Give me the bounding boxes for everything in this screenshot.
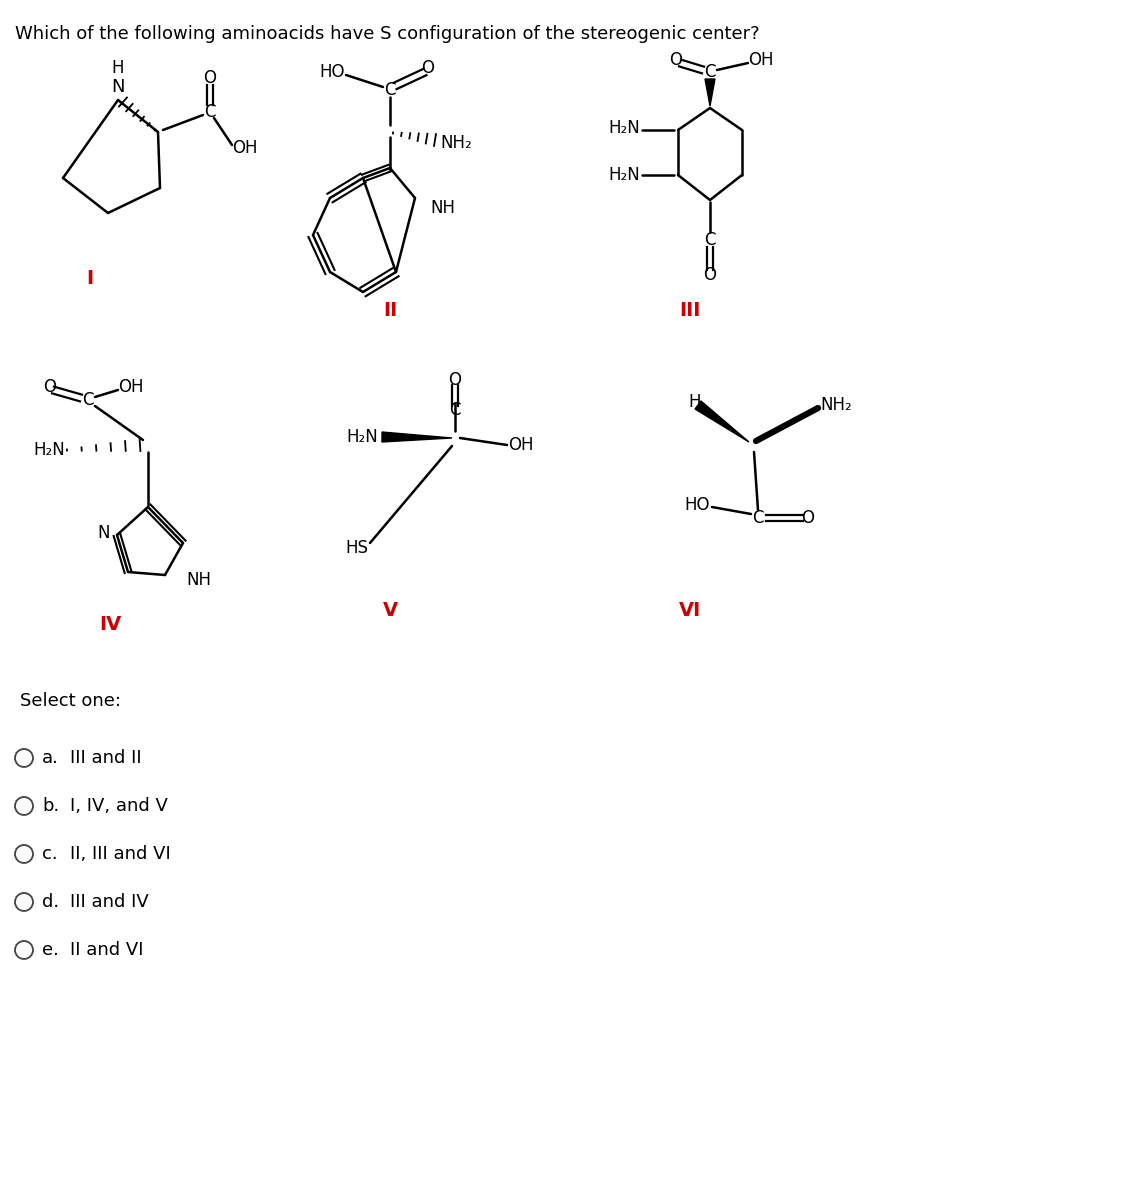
Text: NH₂: NH₂: [820, 396, 852, 414]
Text: III and II: III and II: [70, 749, 142, 767]
Text: IV: IV: [99, 616, 122, 635]
Polygon shape: [695, 401, 749, 442]
Text: VI: VI: [679, 600, 701, 619]
Text: II and VI: II and VI: [70, 941, 143, 959]
Text: O: O: [669, 50, 683, 68]
Text: H: H: [688, 392, 701, 410]
Text: C: C: [82, 391, 94, 409]
Text: O: O: [802, 509, 815, 527]
Text: N: N: [98, 524, 110, 542]
Text: C: C: [752, 509, 763, 527]
Text: d.: d.: [42, 893, 59, 911]
Text: I: I: [86, 269, 93, 288]
Text: C: C: [704, 230, 716, 248]
Text: Select one:: Select one:: [20, 692, 122, 710]
Text: H₂N: H₂N: [608, 166, 640, 184]
Text: HO: HO: [319, 62, 345, 80]
Text: Which of the following aminoacids have S configuration of the stereogenic center: Which of the following aminoacids have S…: [15, 25, 760, 43]
Text: HO: HO: [685, 496, 710, 514]
Text: C: C: [449, 401, 461, 419]
Text: II: II: [383, 300, 398, 319]
Polygon shape: [705, 79, 715, 106]
Text: b.: b.: [42, 797, 59, 815]
Text: O: O: [203, 68, 217, 86]
Text: III: III: [679, 300, 701, 319]
Text: II, III and VI: II, III and VI: [70, 845, 170, 863]
Text: C: C: [204, 103, 216, 121]
Text: H₂N: H₂N: [33, 440, 65, 458]
Text: C: C: [384, 80, 395, 98]
Text: e.: e.: [42, 941, 59, 959]
Text: NH₂: NH₂: [440, 134, 471, 152]
Text: III and IV: III and IV: [70, 893, 149, 911]
Text: H₂N: H₂N: [608, 119, 640, 137]
Polygon shape: [382, 432, 452, 442]
Text: V: V: [383, 600, 398, 619]
Text: O: O: [421, 59, 434, 77]
Text: O: O: [449, 371, 461, 389]
Text: I, IV, and V: I, IV, and V: [70, 797, 168, 815]
Text: a.: a.: [42, 749, 59, 767]
Text: H: H: [111, 59, 124, 77]
Text: O: O: [703, 266, 717, 284]
Text: OH: OH: [118, 378, 143, 396]
Text: C: C: [704, 62, 716, 80]
Text: OH: OH: [747, 50, 774, 68]
Text: c.: c.: [42, 845, 58, 863]
Text: OH: OH: [508, 436, 534, 454]
Text: N: N: [111, 78, 125, 96]
Text: O: O: [43, 378, 57, 396]
Text: OH: OH: [232, 139, 258, 157]
Text: NH: NH: [186, 571, 211, 589]
Text: H₂N: H₂N: [346, 428, 378, 446]
Text: HS: HS: [345, 539, 368, 557]
Text: NH: NH: [431, 199, 456, 217]
